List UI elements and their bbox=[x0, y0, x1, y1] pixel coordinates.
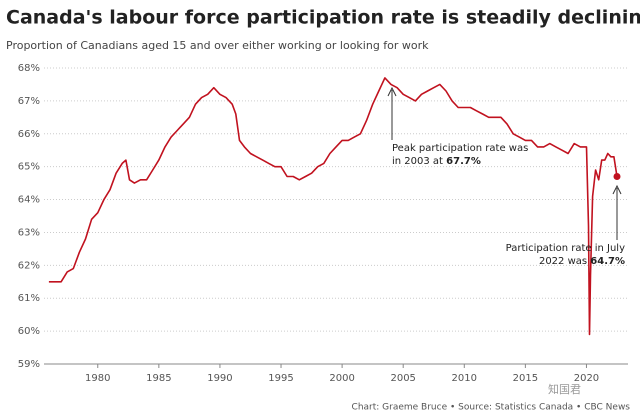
x-tick-label: 2005 bbox=[390, 373, 415, 384]
chart-subtitle: Proportion of Canadians aged 15 and over… bbox=[6, 39, 429, 52]
y-tick-label: 66% bbox=[18, 129, 40, 140]
x-tick-label: 1995 bbox=[268, 373, 293, 384]
arrow-head bbox=[612, 184, 622, 195]
x-tick-label: 2015 bbox=[513, 373, 538, 384]
y-tick-label: 67% bbox=[18, 96, 40, 107]
peak-annotation: Peak participation rate was in 2003 at 6… bbox=[387, 86, 528, 167]
annotation-line: 2022 was 64.7% bbox=[539, 256, 625, 267]
y-tick-label: 60% bbox=[18, 326, 40, 337]
x-tick-label: 2010 bbox=[452, 373, 477, 384]
annotation-value: 67.7% bbox=[446, 156, 481, 167]
line bbox=[48, 77, 618, 336]
y-tick-label: 63% bbox=[18, 227, 40, 238]
y-tick-label: 68% bbox=[18, 63, 40, 74]
x-tick-label: 1980 bbox=[85, 373, 110, 384]
arrow-head bbox=[387, 86, 397, 97]
annotation-line: Participation rate in July bbox=[506, 243, 625, 254]
chart-title: Canada's labour force participation rate… bbox=[6, 7, 640, 29]
annotation-value: 64.7% bbox=[590, 256, 625, 267]
july-annotation: Participation rate in July 2022 was 64.7… bbox=[506, 184, 625, 267]
y-tick-label: 62% bbox=[18, 260, 40, 271]
x-tick-label: 1985 bbox=[146, 373, 171, 384]
x-tick-label: 2000 bbox=[329, 373, 354, 384]
x-tick-label: 1990 bbox=[207, 373, 232, 384]
annotation-text: 2022 was bbox=[539, 256, 587, 267]
source: Chart: Graeme Bruce • Source: Statistics… bbox=[352, 403, 631, 413]
annotation-line: Peak participation rate was bbox=[392, 143, 528, 154]
annotation-line: in 2003 at 67.7% bbox=[392, 156, 481, 167]
watermark: 知国君 bbox=[548, 382, 581, 396]
y-tick-label: 59% bbox=[18, 359, 40, 370]
x-tick-label: 2020 bbox=[574, 373, 599, 384]
end-dot bbox=[613, 173, 621, 181]
annotation-text: in 2003 at bbox=[392, 156, 443, 167]
y-tick-label: 64% bbox=[18, 195, 40, 206]
y-tick-label: 61% bbox=[18, 293, 40, 304]
y-tick-label: 65% bbox=[18, 162, 40, 173]
